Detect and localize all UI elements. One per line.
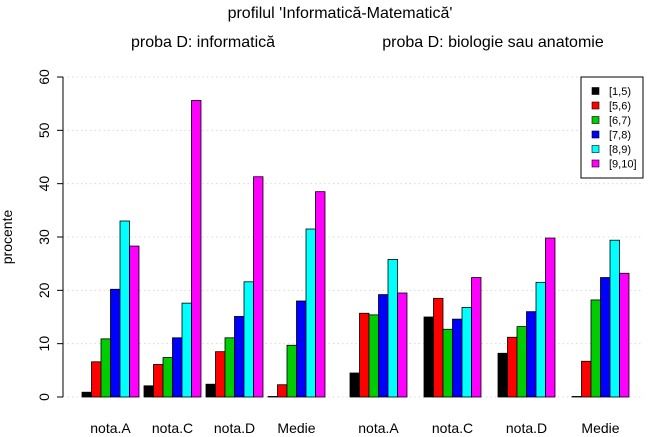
bar [243, 281, 254, 398]
panel-subtitle: proba D: informatică [131, 34, 275, 51]
y-axis-label: procente [0, 210, 15, 265]
y-tick-label: 10 [36, 336, 52, 352]
x-tick-label: nota.C [432, 420, 473, 436]
bar [387, 258, 398, 398]
bar [378, 294, 389, 398]
y-tick-label: 0 [36, 393, 52, 401]
bar [609, 239, 620, 398]
legend-swatch [591, 159, 600, 168]
bar [153, 364, 164, 398]
legend-label: [8,9) [609, 144, 631, 156]
legend-label: [1,5) [609, 86, 631, 98]
bar [110, 288, 121, 398]
bar [129, 245, 140, 398]
bar [181, 302, 192, 398]
y-tick-label: 60 [36, 69, 52, 85]
legend-label: [9,10] [609, 159, 637, 171]
x-tick-label: Medie [277, 420, 315, 436]
y-tick-label: 20 [36, 282, 52, 298]
y-tick-label: 40 [36, 176, 52, 192]
bar [215, 351, 226, 398]
legend-label: [6,7) [609, 115, 631, 127]
bar [305, 228, 316, 398]
chart-title: profilul 'Informatică-Matematică' [228, 5, 453, 22]
bar [81, 391, 92, 398]
bar [91, 361, 102, 398]
legend-swatch [591, 130, 600, 139]
bar [619, 272, 630, 398]
bar [397, 292, 408, 398]
x-tick-label: nota.D [506, 420, 547, 436]
bar [277, 384, 288, 398]
y-axis: 0 10 20 30 40 50 60 [36, 69, 64, 401]
legend: [1,5) [5,6) [6,7) [7,8) [8,9) [9,10] [580, 76, 644, 179]
bar [497, 352, 508, 398]
y-tick-label: 50 [36, 122, 52, 138]
bar [296, 300, 307, 398]
bar [162, 357, 173, 398]
y-tick-label: 30 [36, 229, 52, 245]
bar [535, 281, 546, 398]
x-tick-label: nota.D [214, 420, 255, 436]
bar [143, 385, 154, 398]
bar [205, 383, 216, 398]
legend-swatch [591, 87, 600, 95]
bar [526, 311, 537, 398]
bar [119, 220, 130, 398]
legend-swatch [591, 116, 600, 124]
bar [442, 328, 453, 398]
legend-swatch [591, 101, 600, 110]
legend-box [580, 76, 644, 179]
bar [581, 360, 592, 398]
bar [172, 337, 183, 398]
bar [191, 100, 202, 398]
grid [63, 76, 643, 398]
bar [545, 237, 556, 398]
bar [368, 314, 379, 398]
bar [286, 344, 297, 398]
bar [452, 318, 463, 398]
legend-label: [5,6) [609, 101, 631, 113]
x-tick-label: nota.A [90, 420, 131, 436]
x-tick-label: nota.A [358, 420, 399, 436]
legend-label: [7,8) [609, 130, 631, 142]
bar [461, 306, 472, 398]
bar [571, 396, 582, 398]
bar [234, 316, 245, 398]
x-tick-label: Medie [581, 420, 619, 436]
bar [590, 299, 601, 398]
bar [224, 337, 235, 398]
panel-1: proba D: informatică nota.A nota.C nota.D Me… [81, 34, 326, 436]
bar [359, 312, 370, 398]
bar [100, 338, 111, 398]
bar [507, 336, 518, 398]
panels: proba D: informatică nota.A nota.C nota.D Me… [81, 34, 630, 436]
bar [423, 316, 434, 398]
bar [253, 176, 264, 398]
panel-2: proba D: biologie sau anatomie nota.A nota… [349, 34, 630, 436]
bar [600, 277, 611, 398]
bar [267, 396, 278, 398]
bar [516, 326, 527, 398]
panel-subtitle: proba D: biologie sau anatomie [382, 34, 604, 51]
bar [349, 372, 360, 398]
bar [433, 297, 444, 398]
bar [315, 191, 326, 398]
legend-swatch [591, 145, 600, 153]
bar [471, 277, 482, 398]
x-tick-label: nota.C [152, 420, 193, 436]
